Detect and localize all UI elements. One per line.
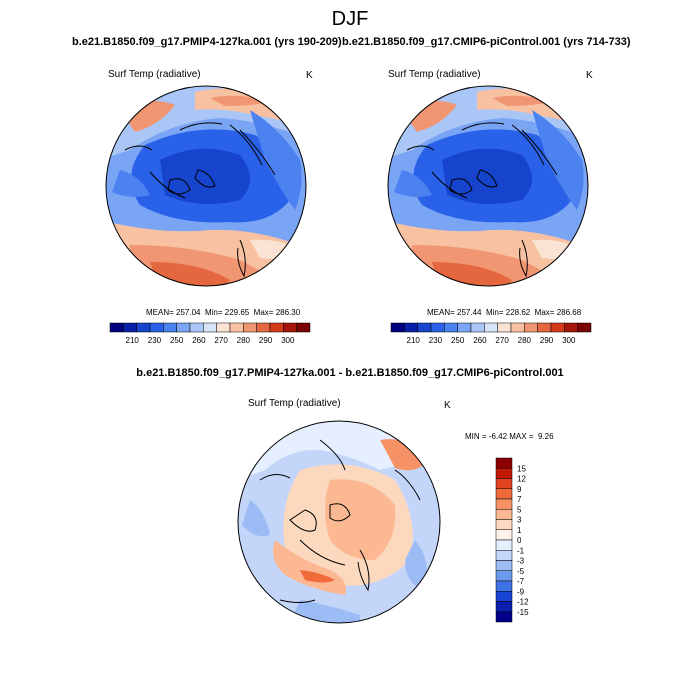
difference-units: K — [444, 400, 451, 411]
colorbar-right-tick-label: 270 — [495, 336, 509, 345]
colorbar-left-tick-label: 210 — [126, 336, 140, 345]
difference-min-max: MIN = -6.42 MAX = 9.26 — [465, 432, 554, 441]
panel-left-title: b.e21.B1850.f09_g17.PMIP4-127ka.001 (yrs… — [72, 36, 342, 48]
colorbar-difference-tick-label: 12 — [517, 475, 526, 484]
figure-title: DJF — [331, 8, 369, 30]
colorbar-difference-swatch — [495, 580, 513, 592]
colorbar-difference-tick-label: -3 — [517, 557, 525, 566]
colorbar-left-swatch — [256, 322, 271, 333]
colorbar-right-tick-label: 280 — [518, 336, 532, 345]
colorbar-left-tick-label: 280 — [237, 336, 251, 345]
colorbar-difference-swatch — [495, 498, 513, 510]
colorbar-right-swatch — [497, 322, 512, 333]
map-difference — [238, 421, 440, 623]
panel-left-stats: MEAN= 257.04 Min= 229.65 Max= 286.30 — [146, 308, 301, 317]
colorbar-left: 210 230 250 260 270 280 290 300 — [109, 322, 311, 345]
colorbar-right-tick-label: 290 — [540, 336, 554, 345]
colorbar-right-swatch — [484, 322, 498, 333]
colorbar-left-swatch — [176, 322, 191, 333]
colorbar-right-swatch — [564, 322, 578, 333]
colorbar-left-swatch — [283, 322, 297, 333]
panel-right-variable: Surf Temp (radiative) — [388, 69, 481, 80]
colorbar-difference-tick-label: -7 — [517, 577, 525, 586]
colorbar-difference-swatch — [495, 519, 513, 530]
colorbar-difference-tick-label: 9 — [517, 485, 522, 494]
colorbar-left-tick-label: 230 — [148, 336, 162, 345]
colorbar-difference-swatch — [495, 550, 513, 561]
colorbar-right-swatch — [524, 322, 538, 333]
colorbar-difference-tick-label: -15 — [517, 608, 529, 617]
colorbar-right-swatch — [550, 322, 565, 333]
panel-right-title: b.e21.B1850.f09_g17.CMIP6-piControl.001 … — [342, 36, 631, 48]
colorbar-right-tick-label: 230 — [429, 336, 443, 345]
colorbar-left-swatch — [269, 322, 284, 333]
panel-right-units: K — [586, 70, 593, 81]
colorbar-difference-swatch — [495, 570, 513, 582]
colorbar-left-swatch — [136, 322, 151, 333]
colorbar-right-swatch — [470, 322, 485, 333]
colorbar-left-swatch — [216, 322, 231, 333]
panel-left-units: K — [306, 70, 313, 81]
colorbar-right-tick-label: 210 — [407, 336, 421, 345]
colorbar-difference-swatch — [495, 457, 513, 469]
colorbar-left-tick-label: 250 — [170, 336, 184, 345]
colorbar-right-swatch — [390, 322, 405, 333]
colorbar-left-swatch — [203, 322, 217, 333]
colorbar-left-swatch — [123, 322, 137, 333]
colorbar-right: 210 230 250 260 270 280 290 300 — [390, 322, 592, 345]
colorbar-left-swatch — [243, 322, 257, 333]
colorbar-left-tick-label: 290 — [259, 336, 273, 345]
colorbar-right-swatch — [510, 322, 525, 333]
colorbar-right-swatch — [577, 322, 592, 333]
colorbar-difference-tick-label: 3 — [517, 516, 522, 525]
colorbar-difference-swatch — [495, 488, 513, 500]
colorbar-left-swatch — [109, 322, 124, 333]
colorbar-difference-swatch — [495, 601, 513, 612]
colorbar-difference-swatch — [495, 468, 513, 479]
map-left — [106, 86, 306, 286]
panel-left-variable: Surf Temp (radiative) — [108, 69, 201, 80]
colorbar-difference-swatch — [495, 478, 513, 489]
colorbar-difference-swatch — [495, 611, 513, 623]
colorbar-difference-swatch — [495, 509, 513, 520]
colorbar-difference-swatch — [495, 529, 513, 541]
colorbar-right-swatch — [417, 322, 432, 333]
panel-right-stats: MEAN= 257.44 Min= 228.62 Max= 286.68 — [427, 308, 582, 317]
colorbar-difference-tick-label: 0 — [517, 536, 522, 545]
difference-variable: Surf Temp (radiative) — [248, 398, 341, 409]
colorbar-right-swatch — [444, 322, 458, 333]
difference-title: b.e21.B1850.f09_g17.PMIP4-127ka.001 - b.… — [136, 367, 564, 379]
colorbar-left-tick-label: 300 — [281, 336, 295, 345]
colorbar-right-tick-label: 250 — [451, 336, 465, 345]
colorbar-difference-tick-label: -12 — [517, 598, 529, 607]
colorbar-left-swatch — [163, 322, 177, 333]
colorbar-difference-swatch — [495, 560, 513, 571]
colorbar-right-swatch — [404, 322, 418, 333]
colorbar-right-swatch — [457, 322, 472, 333]
colorbar-left-swatch — [189, 322, 204, 333]
colorbar-right-swatch — [537, 322, 552, 333]
colorbar-difference-tick-label: -9 — [517, 587, 525, 596]
colorbar-right-swatch — [430, 322, 445, 333]
colorbar-difference-tick-label: 5 — [517, 505, 522, 514]
colorbar-right-tick-label: 260 — [473, 336, 487, 345]
colorbar-left-swatch — [149, 322, 164, 333]
colorbar-difference-swatch — [495, 539, 513, 551]
colorbar-left-swatch — [296, 322, 311, 333]
map-right — [388, 86, 588, 286]
colorbar-left-swatch — [229, 322, 244, 333]
colorbar-difference-tick-label: 15 — [517, 464, 526, 473]
colorbar-left-tick-label: 270 — [214, 336, 228, 345]
colorbar-right-tick-label: 300 — [562, 336, 576, 345]
colorbar-difference-tick-label: 7 — [517, 495, 522, 504]
colorbar-left-tick-label: 260 — [192, 336, 206, 345]
colorbar-difference-tick-label: -5 — [517, 567, 525, 576]
colorbar-difference-tick-label: -1 — [517, 546, 525, 555]
colorbar-difference-tick-label: 1 — [517, 526, 522, 535]
colorbar-difference-swatch — [495, 591, 513, 602]
